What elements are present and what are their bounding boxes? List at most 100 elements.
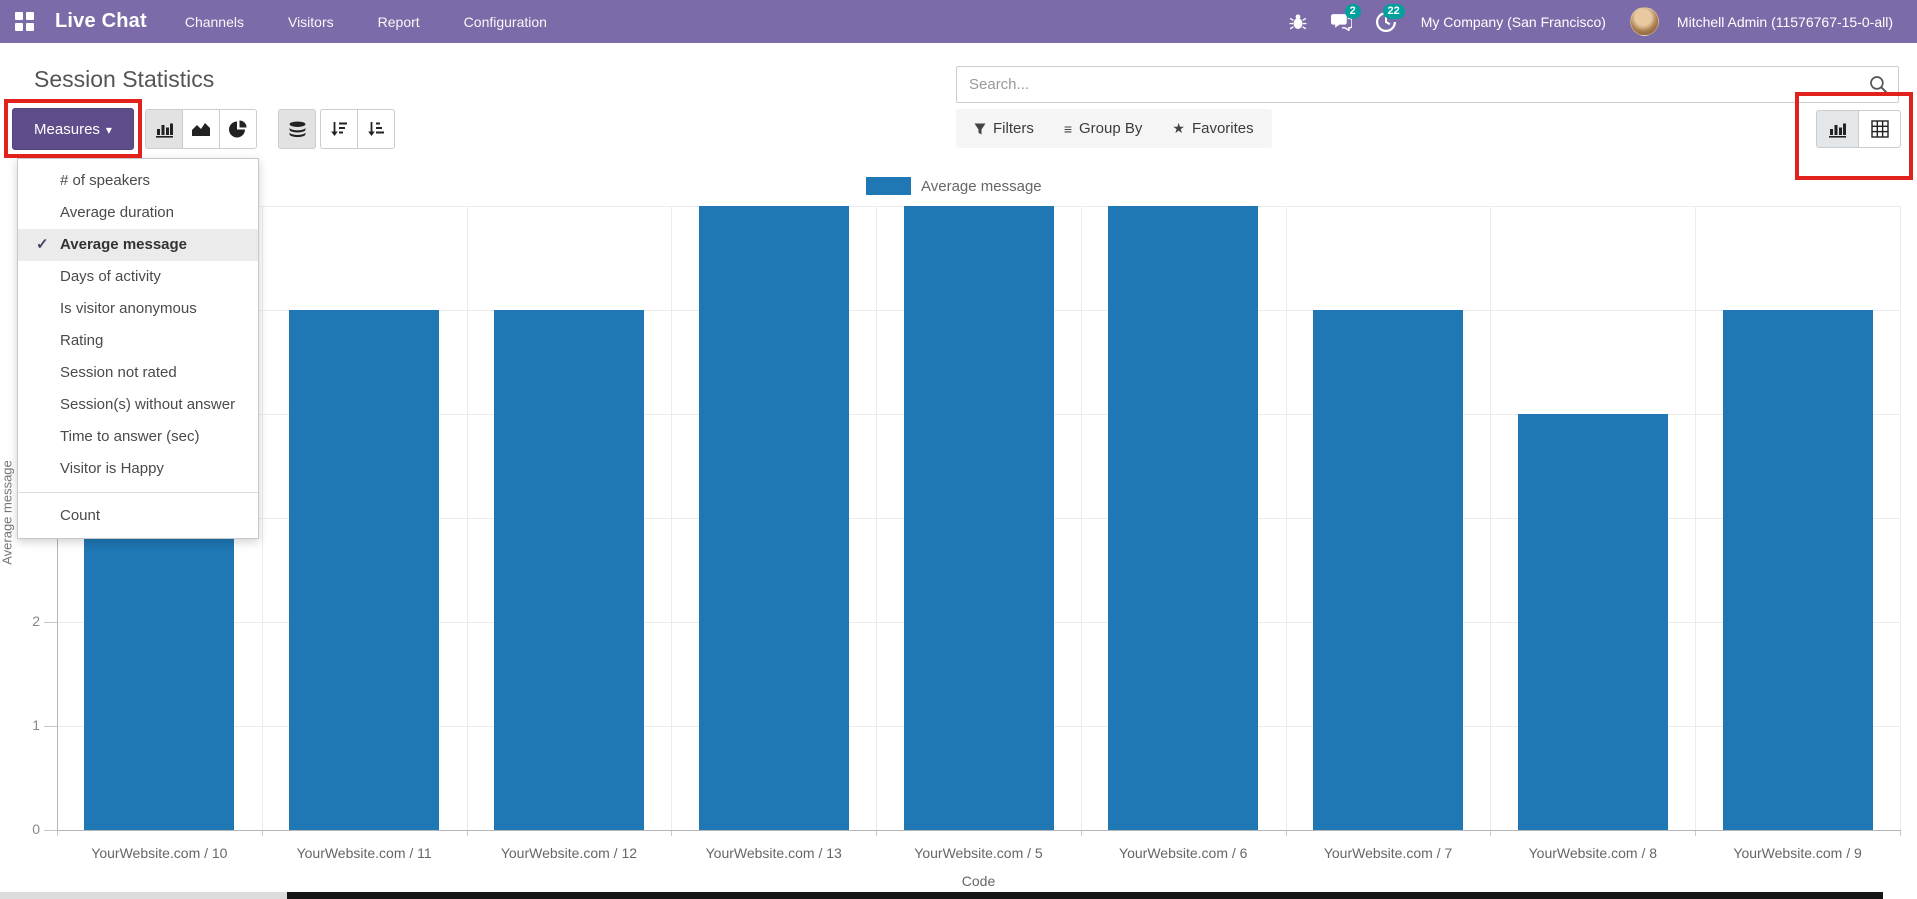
group-by-button[interactable]: ≡ Group By	[1063, 120, 1143, 137]
pivot-view-button[interactable]	[1858, 110, 1901, 148]
view-switcher	[1816, 110, 1901, 148]
measure-option-average-duration[interactable]: Average duration	[60, 204, 174, 221]
bar-yourwebsite-com-6[interactable]	[1108, 206, 1259, 830]
user-menu[interactable]: Mitchell Admin (11576767-15-0-all)	[1676, 13, 1893, 30]
gridline-x-8	[1695, 206, 1697, 830]
caret-down-icon: ▾	[105, 122, 112, 137]
menu-configuration[interactable]: Configuration	[463, 13, 547, 30]
x-tick-label-8: YourWebsite.com / 9	[1733, 845, 1862, 861]
measures-button[interactable]: Measures ▾	[12, 108, 134, 150]
company-switcher[interactable]: My Company (San Francisco)	[1420, 13, 1606, 30]
menu-report[interactable]: Report	[377, 13, 420, 30]
menu-channels[interactable]: Channels	[184, 13, 244, 30]
apps-grid-icon[interactable]	[15, 12, 34, 31]
bar-chart-type-button[interactable]	[145, 109, 183, 149]
measure-option-days-of-activity[interactable]: Days of activity	[60, 268, 161, 285]
x-tickmark-4	[876, 830, 878, 836]
chart-legend: Average message	[866, 177, 1042, 195]
x-tick-label-4: YourWebsite.com / 5	[914, 845, 1043, 861]
bug-icon	[1289, 13, 1307, 29]
filters-button[interactable]: Filters	[974, 120, 1034, 137]
debug-bug-icon[interactable]	[1281, 7, 1315, 37]
gridline-x-6	[1285, 206, 1287, 830]
measure-option-count[interactable]: Count	[60, 507, 101, 524]
x-tickmark-3	[671, 830, 673, 836]
menu-separator	[18, 492, 258, 493]
x-axis-title: Code	[961, 873, 996, 889]
bar-yourwebsite-com-8[interactable]	[1517, 414, 1668, 830]
x-tick-label-1: YourWebsite.com / 11	[296, 845, 432, 861]
database-stack-icon	[289, 120, 305, 137]
search-input[interactable]	[957, 76, 1869, 93]
x-tickmark-0	[57, 830, 58, 836]
bar-yourwebsite-com-11[interactable]	[289, 310, 440, 830]
measure-option-session-s-without-answer[interactable]: Session(s) without answer	[60, 396, 236, 413]
bar-yourwebsite-com-10[interactable]	[84, 518, 235, 830]
messages-button[interactable]: 2	[1325, 3, 1361, 37]
x-tickmark-9	[1900, 830, 1901, 836]
search-bar	[956, 66, 1899, 103]
y-tick-label-0: 0	[32, 821, 40, 837]
horizontal-scrollbar-thumb[interactable]	[287, 892, 1883, 899]
graph-view-button[interactable]	[1816, 110, 1859, 148]
measure-option-rating[interactable]: Rating	[60, 332, 104, 349]
bar-yourwebsite-com-13[interactable]	[698, 206, 849, 830]
star-icon: ★	[1172, 120, 1185, 136]
stacked-button[interactable]	[278, 109, 316, 149]
sort-desc-icon	[331, 122, 347, 136]
measure-option-session-not-rated[interactable]: Session not rated	[60, 364, 177, 381]
x-tickmark-2	[466, 830, 468, 836]
bar-chart-icon	[155, 123, 173, 138]
sort-descending-button[interactable]	[320, 109, 358, 149]
gridline-x-3	[671, 206, 673, 830]
x-tick-label-5: YourWebsite.com / 6	[1119, 845, 1248, 861]
line-chart-type-button[interactable]	[182, 109, 220, 149]
measure-option-visitor-is-happy[interactable]: Visitor is Happy	[60, 460, 164, 477]
measures-dropdown: # of speakers Average duration Average mes…	[17, 158, 259, 539]
measure-option-is-visitor-anonymous[interactable]: Is visitor anonymous	[60, 300, 197, 317]
x-tick-label-6: YourWebsite.com / 7	[1323, 845, 1453, 861]
top-menu: Channels Visitors Report Configuration	[185, 14, 547, 30]
activities-count-badge: 22	[1382, 3, 1405, 19]
app-brand[interactable]: Live Chat	[55, 10, 147, 32]
x-tick-label-0: YourWebsite.com / 10	[91, 845, 228, 861]
pie-chart-type-button[interactable]	[219, 109, 257, 149]
top-navbar: Live Chat Channels Visitors Report Configur…	[0, 0, 1917, 43]
activities-button[interactable]: 22	[1369, 3, 1405, 37]
x-tickmark-8	[1695, 830, 1697, 836]
pivot-table-icon	[1870, 120, 1889, 138]
measure-option--of-speakers[interactable]: # of speakers	[60, 172, 151, 189]
measure-option-time-to-answer-sec-[interactable]: Time to answer (sec)	[60, 428, 200, 445]
search-icon[interactable]	[1869, 75, 1888, 94]
bar-yourwebsite-com-12[interactable]	[493, 310, 644, 830]
menu-visitors[interactable]: Visitors	[287, 13, 334, 30]
measure-option-average-message[interactable]: Average message ✓	[18, 229, 258, 261]
user-avatar[interactable]	[1629, 7, 1659, 36]
x-tick-label-3: YourWebsite.com / 13	[705, 845, 842, 861]
checkmark-icon: ✓	[36, 236, 49, 253]
y-tickmark-0	[44, 830, 57, 831]
graph-view-icon	[1829, 123, 1846, 138]
favorites-button[interactable]: ★ Favorites	[1172, 120, 1254, 137]
x-tickmark-6	[1285, 830, 1287, 836]
group-by-icon: ≡	[1063, 120, 1073, 137]
x-tick-label-7: YourWebsite.com / 8	[1528, 845, 1658, 861]
x-axis-line	[57, 830, 1901, 831]
sort-ascending-button[interactable]	[357, 109, 395, 149]
sort-controls	[320, 109, 395, 149]
bar-yourwebsite-com-5[interactable]	[903, 206, 1054, 830]
x-tick-label-2: YourWebsite.com / 12	[500, 845, 638, 861]
legend-swatch[interactable]	[866, 177, 911, 195]
topbar-right: 2 22 My Company (San Francisco) Mitchell…	[1281, 3, 1917, 37]
search-options-bar: Filters ≡ Group By ★ Favorites	[956, 109, 1272, 148]
sort-asc-icon	[368, 122, 384, 136]
clock-icon	[1375, 11, 1396, 32]
y-tick-label-1: 1	[32, 717, 40, 733]
bar-yourwebsite-com-7[interactable]	[1313, 310, 1464, 830]
gridline-x-7	[1490, 206, 1492, 830]
gridline-x-2	[466, 206, 468, 830]
y-tickmark-1	[44, 726, 57, 727]
bar-yourwebsite-com-9[interactable]	[1722, 310, 1873, 830]
